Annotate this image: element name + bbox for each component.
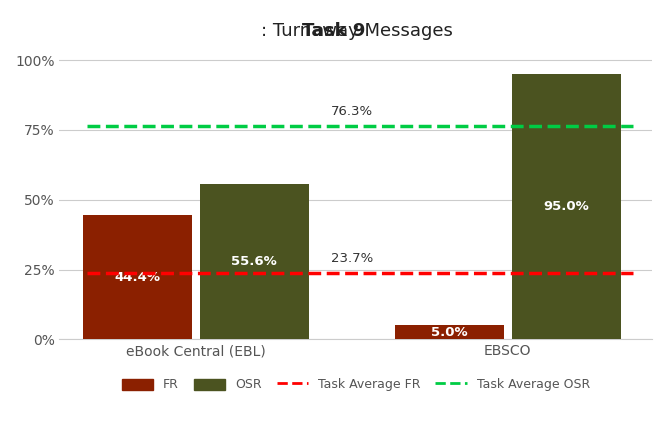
- Legend: FR, OSR, Task Average FR, Task Average OSR: FR, OSR, Task Average FR, Task Average O…: [115, 372, 596, 398]
- Text: : Turnaway Messages: : Turnaway Messages: [215, 22, 452, 40]
- Bar: [395, 326, 504, 339]
- Text: 44.4%: 44.4%: [114, 271, 160, 284]
- Bar: [83, 215, 192, 339]
- Text: Task 9: Task 9: [301, 22, 366, 40]
- Text: 55.6%: 55.6%: [231, 255, 277, 268]
- Bar: [512, 74, 621, 339]
- Text: 5.0%: 5.0%: [431, 326, 468, 339]
- Bar: [199, 184, 309, 339]
- Text: 76.3%: 76.3%: [331, 105, 373, 118]
- Text: 95.0%: 95.0%: [544, 200, 589, 213]
- Text: 23.7%: 23.7%: [331, 252, 373, 265]
